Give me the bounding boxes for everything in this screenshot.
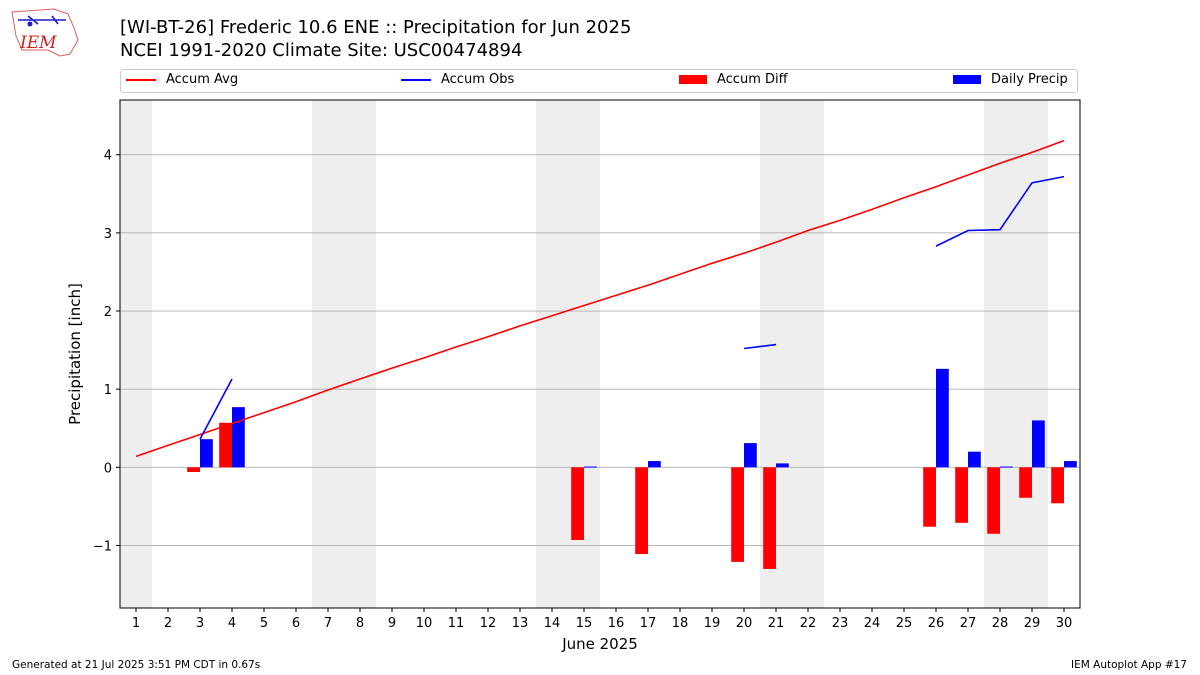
bar-diff-day-27 xyxy=(955,467,968,523)
y-tick-label-2: 1 xyxy=(104,383,112,398)
x-tick-label-30: 30 xyxy=(1056,616,1073,631)
x-tick-label-24: 24 xyxy=(864,616,881,631)
x-tick-label-18: 18 xyxy=(672,616,689,631)
legend-item-daily-precip: Daily Precip xyxy=(953,72,1068,87)
y-axis: −1 0 1 2 3 4 xyxy=(93,149,120,554)
x-tick-label-13: 13 xyxy=(512,616,529,631)
y-tick-label-4: 3 xyxy=(104,227,112,242)
weekend-band-14 xyxy=(536,100,568,608)
y-tick-label-0: −1 xyxy=(93,539,112,554)
iem-logo: IEM xyxy=(11,8,79,57)
line-accum-obs-seg-2 xyxy=(935,175,1065,247)
lines xyxy=(135,139,1065,458)
bar-diff-day-29 xyxy=(1019,467,1032,498)
x-tick-label-11: 11 xyxy=(448,616,465,631)
bar-diff-day-30 xyxy=(1051,467,1064,504)
x-axis: 1 2 3 4 5 6 7 8 9 10 11 12 13 14 15 16 17 18 19 20 21 22 23 24 2… xyxy=(132,608,1072,631)
x-tick-label-26: 26 xyxy=(928,616,945,631)
x-tick-label-3: 3 xyxy=(196,616,204,631)
y-tick-label-1: 0 xyxy=(104,461,112,476)
legend-label-accum-avg: Accum Avg xyxy=(166,72,239,87)
x-tick-label-25: 25 xyxy=(896,616,913,631)
bar-diff-day-20 xyxy=(731,467,744,562)
x-tick-label-23: 23 xyxy=(832,616,849,631)
plot-frame xyxy=(119,99,1081,609)
chart-subtitle: NCEI 1991-2020 Climate Site: USC00474894 xyxy=(120,40,523,61)
bar-daily-day-15 xyxy=(584,466,597,468)
x-tick-label-20: 20 xyxy=(736,616,753,631)
line-accum-obs-seg-0 xyxy=(199,378,233,440)
legend: Accum Avg Accum Obs Accum Diff Daily Pre… xyxy=(120,69,1078,93)
x-tick-label-7: 7 xyxy=(324,616,332,631)
x-tick-label-14: 14 xyxy=(544,616,561,631)
x-tick-label-28: 28 xyxy=(992,616,1009,631)
legend-item-accum-avg: Accum Avg xyxy=(126,72,238,87)
legend-swatch-accum-avg xyxy=(126,78,156,81)
x-tick-label-22: 22 xyxy=(800,616,817,631)
legend-item-accum-diff: Accum Diff xyxy=(679,72,788,87)
bar-daily-day-3 xyxy=(200,439,213,468)
bar-daily-day-26 xyxy=(936,368,949,468)
x-tick-label-15: 15 xyxy=(576,616,593,631)
y-axis-label: Precipitation [inch] xyxy=(66,283,84,425)
line-accum-obs-seg-1 xyxy=(743,343,777,350)
grid-lines xyxy=(120,154,1080,546)
bar-daily-day-27 xyxy=(968,451,981,468)
x-tick-label-17: 17 xyxy=(640,616,657,631)
legend-label-accum-obs: Accum Obs xyxy=(441,72,515,87)
bar-diff-day-4 xyxy=(219,422,232,468)
legend-item-accum-obs: Accum Obs xyxy=(401,72,514,87)
weekend-shading xyxy=(120,100,1048,608)
legend-label-daily-precip: Daily Precip xyxy=(991,72,1068,87)
x-tick-label-27: 27 xyxy=(960,616,977,631)
y-tick-label-5: 4 xyxy=(104,149,112,164)
legend-swatch-accum-diff xyxy=(679,75,707,84)
weekend-band-29 xyxy=(1016,100,1048,608)
legend-swatch-accum-obs xyxy=(401,78,431,81)
bar-daily-day-29 xyxy=(1032,420,1045,468)
bar-diff-day-3 xyxy=(187,467,200,473)
bar-diff-day-28 xyxy=(987,467,1000,534)
x-tick-label-16: 16 xyxy=(608,616,625,631)
legend-label-accum-diff: Accum Diff xyxy=(717,72,788,87)
weekend-band-22 xyxy=(792,100,824,608)
x-tick-label-21: 21 xyxy=(768,616,785,631)
weekend-band-1 xyxy=(120,100,152,608)
x-axis-label: June 2025 xyxy=(561,635,638,653)
bar-diff-day-15 xyxy=(571,467,584,541)
logo-text: IEM xyxy=(19,33,57,53)
line-accum-avg-seg-0 xyxy=(135,139,1065,458)
bar-daily-day-20 xyxy=(744,443,757,468)
chart-title: [WI-BT-26] Frederic 10.6 ENE :: Precipit… xyxy=(120,17,632,38)
bar-daily-day-28 xyxy=(1000,466,1013,468)
bar-daily-day-4 xyxy=(232,407,245,468)
bars xyxy=(187,368,1077,569)
x-tick-label-12: 12 xyxy=(480,616,497,631)
bar-diff-day-21 xyxy=(763,467,776,569)
bar-daily-day-17 xyxy=(648,461,661,468)
x-tick-label-29: 29 xyxy=(1024,616,1041,631)
footer-app: IEM Autoplot App #17 xyxy=(1071,659,1187,671)
bar-daily-day-21 xyxy=(776,463,789,468)
x-tick-label-1: 1 xyxy=(132,616,140,631)
x-tick-label-19: 19 xyxy=(704,616,721,631)
x-tick-label-4: 4 xyxy=(228,616,236,631)
x-tick-label-2: 2 xyxy=(164,616,172,631)
weekend-band-7 xyxy=(312,100,344,608)
footer-generated: Generated at 21 Jul 2025 3:51 PM CDT in … xyxy=(12,659,261,671)
x-tick-label-5: 5 xyxy=(260,616,268,631)
bar-diff-day-26 xyxy=(923,467,936,527)
x-tick-label-10: 10 xyxy=(416,616,433,631)
x-tick-label-6: 6 xyxy=(292,616,300,631)
legend-swatch-daily-precip xyxy=(953,75,981,84)
bar-daily-day-30 xyxy=(1064,461,1077,468)
bar-diff-day-17 xyxy=(635,467,648,555)
x-tick-label-8: 8 xyxy=(356,616,364,631)
weekend-band-8 xyxy=(344,100,376,608)
y-tick-label-3: 2 xyxy=(104,305,112,320)
x-tick-label-9: 9 xyxy=(388,616,396,631)
